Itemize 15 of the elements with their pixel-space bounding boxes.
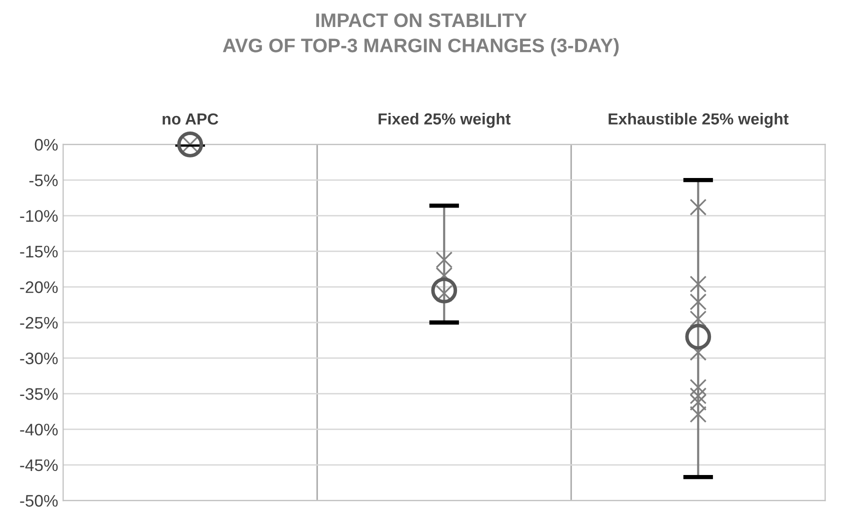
chart-title: IMPACT ON STABILITY AVG OF TOP-3 MARGIN CHANGES (3-DAY) <box>222 13 619 56</box>
y-tick-label: -10% <box>20 210 58 222</box>
y-tick-label: -45% <box>20 459 58 472</box>
y-tick-label: -35% <box>20 388 58 400</box>
y-tick-label: -25% <box>20 316 58 329</box>
x-tick-label: Fixed 25% weight <box>378 112 511 128</box>
x-tick-label: no APC <box>162 113 218 125</box>
y-tick-label: -15% <box>20 246 58 258</box>
y-tick-label: -5% <box>29 174 58 186</box>
x-tick-label: Exhaustible 25% weight <box>608 112 789 128</box>
y-tick-label: -30% <box>20 352 58 364</box>
y-tick-label: -50% <box>20 494 58 507</box>
y-tick-label: -40% <box>20 424 58 436</box>
y-tick-label: -20% <box>20 281 58 294</box>
y-tick-label: 0% <box>34 138 58 151</box>
